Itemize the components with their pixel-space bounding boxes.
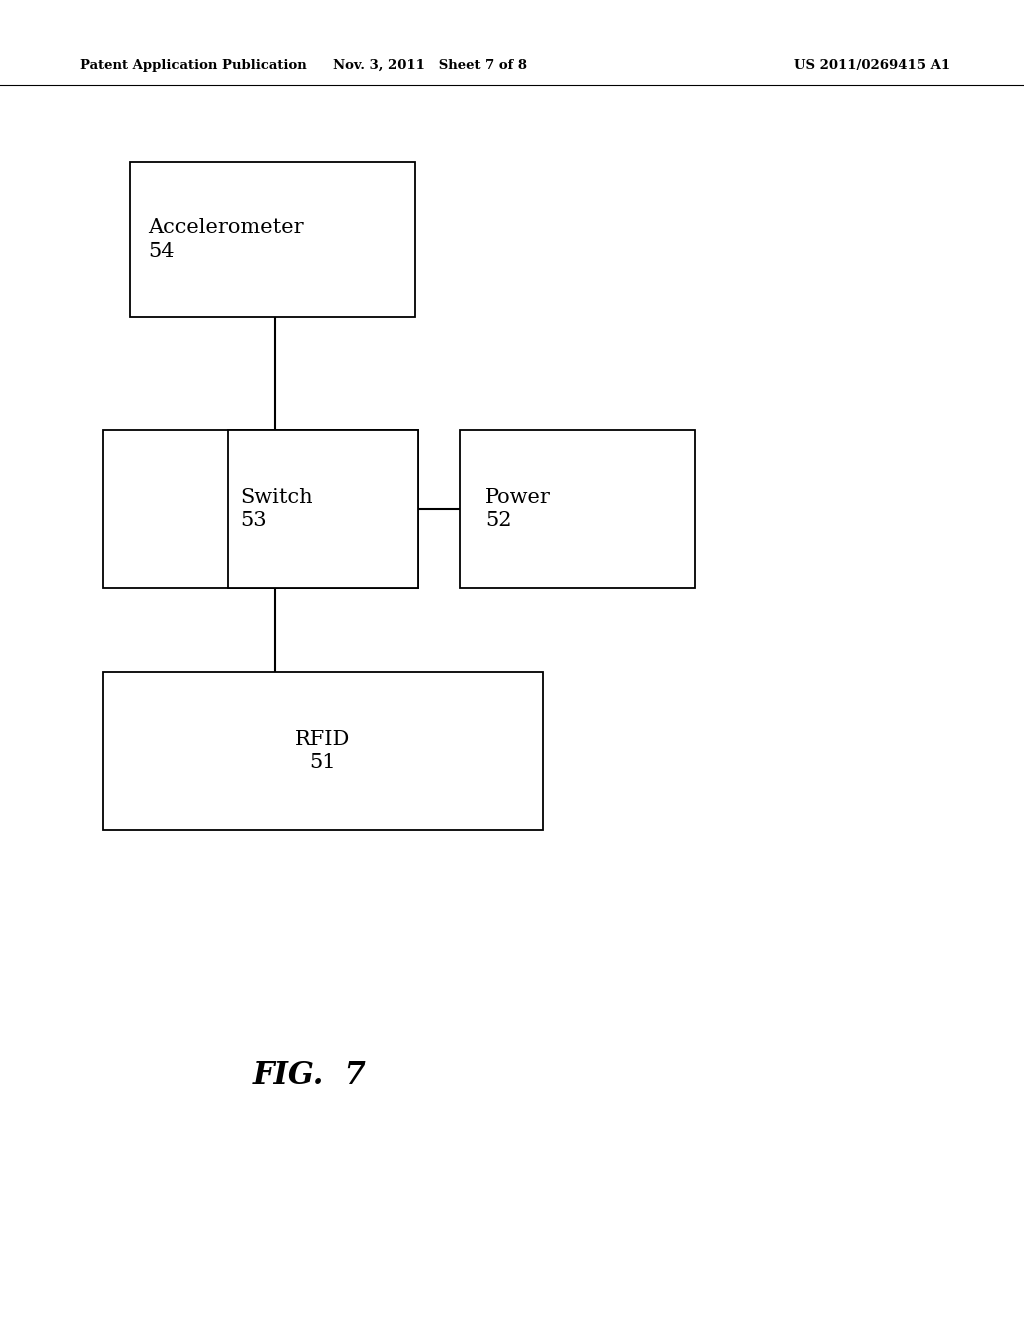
Bar xyxy=(228,430,418,587)
Bar xyxy=(103,672,543,830)
Bar xyxy=(460,430,695,587)
Text: US 2011/0269415 A1: US 2011/0269415 A1 xyxy=(794,58,950,71)
Text: Patent Application Publication: Patent Application Publication xyxy=(80,58,307,71)
Bar xyxy=(103,430,418,587)
Text: Nov. 3, 2011   Sheet 7 of 8: Nov. 3, 2011 Sheet 7 of 8 xyxy=(333,58,527,71)
Text: RFID
51: RFID 51 xyxy=(295,730,350,772)
Text: Switch
53: Switch 53 xyxy=(240,488,312,531)
Text: Power
52: Power 52 xyxy=(485,488,551,531)
Bar xyxy=(130,162,415,317)
Text: FIG.  7: FIG. 7 xyxy=(253,1060,367,1090)
Text: Accelerometer
54: Accelerometer 54 xyxy=(148,218,304,261)
